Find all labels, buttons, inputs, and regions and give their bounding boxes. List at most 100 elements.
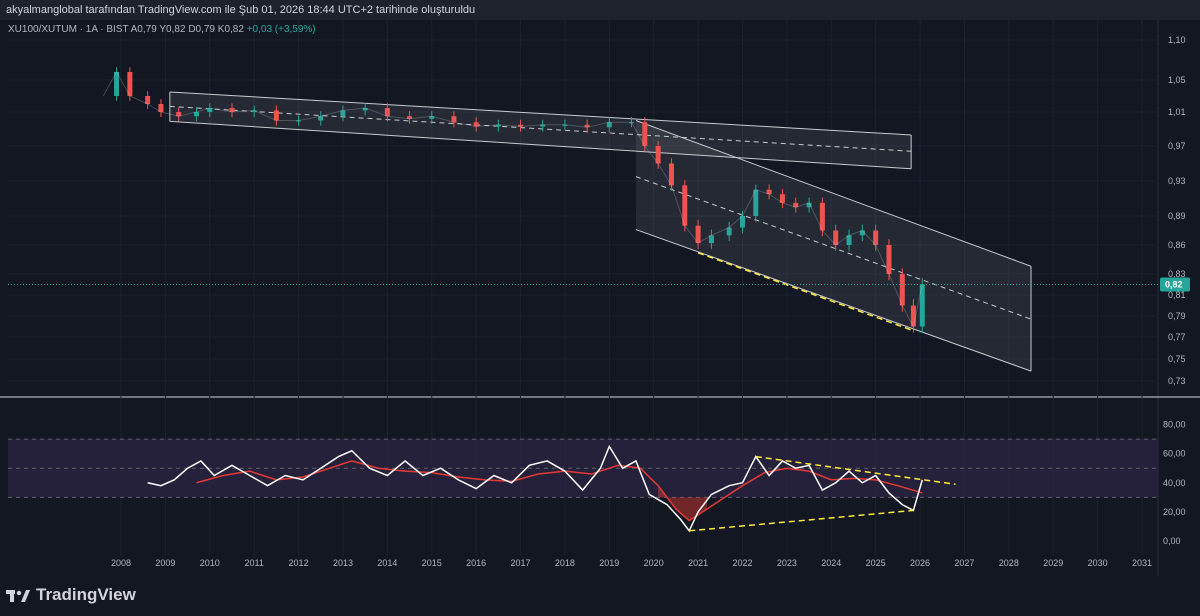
candle-body bbox=[495, 124, 501, 127]
price-tick-label: 1,01 bbox=[1168, 107, 1186, 117]
candle-body bbox=[655, 146, 661, 164]
rsi-band bbox=[8, 439, 1158, 498]
candle-body bbox=[473, 122, 479, 127]
rsi-ma-line bbox=[196, 460, 923, 522]
candle-body bbox=[158, 104, 164, 112]
candle-body bbox=[145, 96, 151, 104]
candle-body bbox=[340, 110, 346, 117]
last-price-label: 0,82 bbox=[1165, 280, 1183, 290]
candle-body bbox=[695, 225, 701, 244]
price-tick-label: 0,79 bbox=[1168, 311, 1186, 321]
channel-lower-line bbox=[635, 229, 1032, 372]
price-tick-label: 0,81 bbox=[1168, 290, 1186, 300]
rsi-trendline bbox=[755, 455, 956, 485]
candle-body bbox=[846, 235, 852, 245]
rsi-tick-label: 20,00 bbox=[1163, 507, 1186, 517]
rsi-tick-label: 60,00 bbox=[1163, 449, 1186, 459]
candle-body bbox=[682, 185, 688, 226]
x-tick-label: 2016 bbox=[466, 558, 486, 568]
channel-upper-line bbox=[169, 91, 912, 136]
candle-body bbox=[859, 230, 865, 236]
candle-body bbox=[114, 72, 120, 96]
candle-body bbox=[629, 122, 634, 124]
candle-body bbox=[739, 216, 745, 228]
x-tick-label: 2023 bbox=[777, 558, 797, 568]
candle-body bbox=[562, 124, 568, 126]
candle-body bbox=[668, 163, 674, 186]
candle-body bbox=[251, 110, 257, 112]
candle-body bbox=[384, 108, 390, 117]
legend-close: K0,82 bbox=[217, 24, 244, 35]
x-tick-label: 2013 bbox=[333, 558, 353, 568]
legend-change: +0,03 (+3,59%) bbox=[246, 24, 316, 35]
x-tick-label: 2010 bbox=[200, 558, 220, 568]
price-tick-label: 0,77 bbox=[1168, 332, 1186, 342]
channel-fill bbox=[635, 120, 1032, 372]
tradingview-logo-icon bbox=[6, 590, 30, 602]
support-trendline bbox=[697, 252, 914, 332]
price-tick-label: 0,73 bbox=[1168, 376, 1186, 386]
legend-open: A0,79 bbox=[130, 24, 157, 35]
symbol-legend: XU100/XUTUM · 1A · BIST A0,79 Y0,82 D0,7… bbox=[8, 24, 316, 35]
candle-body bbox=[910, 305, 916, 327]
price-tick-label: 0,86 bbox=[1168, 240, 1186, 250]
price-tick-label: 0,97 bbox=[1168, 141, 1186, 151]
candle-body bbox=[318, 116, 324, 121]
candle-body bbox=[833, 230, 839, 245]
candle-body bbox=[540, 124, 546, 127]
x-tick-label: 2026 bbox=[910, 558, 930, 568]
x-tick-label: 2014 bbox=[377, 558, 397, 568]
candle-body bbox=[451, 116, 457, 123]
candle-body bbox=[229, 108, 235, 112]
legend-high: Y0,82 bbox=[159, 24, 186, 35]
tradingview-brand[interactable]: TradingView bbox=[6, 585, 136, 605]
candle-body bbox=[873, 230, 879, 245]
candle-body bbox=[407, 116, 413, 119]
candle-body bbox=[176, 112, 182, 117]
rsi-tick-label: 0,00 bbox=[1163, 536, 1181, 546]
candle-body bbox=[886, 245, 892, 274]
x-tick-label: 2027 bbox=[954, 558, 974, 568]
x-tick-label: 2012 bbox=[289, 558, 309, 568]
legend-low: D0,79 bbox=[188, 24, 215, 35]
candle-body bbox=[362, 108, 368, 111]
x-tick-label: 2030 bbox=[1088, 558, 1108, 568]
x-tick-label: 2028 bbox=[999, 558, 1019, 568]
price-tick-label: 0,93 bbox=[1168, 176, 1186, 186]
rsi-trendline bbox=[689, 509, 914, 532]
candle-body bbox=[429, 116, 435, 119]
price-tick-label: 0,75 bbox=[1168, 354, 1186, 364]
price-tick-label: 1,10 bbox=[1168, 35, 1186, 45]
x-tick-label: 2031 bbox=[1132, 558, 1152, 568]
price-tick-label: 0,89 bbox=[1168, 211, 1186, 221]
x-tick-label: 2021 bbox=[688, 558, 708, 568]
candle-body bbox=[766, 189, 772, 195]
x-tick-label: 2008 bbox=[111, 558, 131, 568]
candle-body bbox=[606, 122, 612, 128]
x-tick-label: 2015 bbox=[422, 558, 442, 568]
x-tick-label: 2022 bbox=[732, 558, 752, 568]
x-tick-label: 2020 bbox=[644, 558, 664, 568]
rsi-oversold-fill bbox=[658, 485, 707, 521]
rsi-line bbox=[147, 444, 923, 533]
channel-mid-line bbox=[635, 176, 1032, 320]
candle-body bbox=[793, 202, 799, 208]
candle-body bbox=[753, 189, 759, 216]
channel-mid-line bbox=[169, 105, 912, 152]
x-tick-label: 2017 bbox=[511, 558, 531, 568]
channel-fill bbox=[169, 92, 912, 169]
chart-footer: TradingView bbox=[0, 576, 1200, 616]
candle-body bbox=[819, 202, 825, 231]
candle-body bbox=[919, 284, 925, 327]
x-tick-label: 2025 bbox=[866, 558, 886, 568]
rsi-tick-label: 80,00 bbox=[1163, 420, 1186, 430]
candle-body bbox=[779, 194, 785, 203]
x-tick-label: 2029 bbox=[1043, 558, 1063, 568]
x-tick-label: 2009 bbox=[155, 558, 175, 568]
x-tick-label: 2018 bbox=[555, 558, 575, 568]
chart-canvas[interactable]: 2008 2009 2010 2011 2012 2013 2014 2015 2016 2017… bbox=[0, 20, 1200, 576]
candle-body bbox=[518, 124, 524, 127]
candle-body bbox=[127, 72, 133, 96]
candle-body bbox=[584, 124, 590, 128]
last-price-badge bbox=[1160, 277, 1190, 292]
